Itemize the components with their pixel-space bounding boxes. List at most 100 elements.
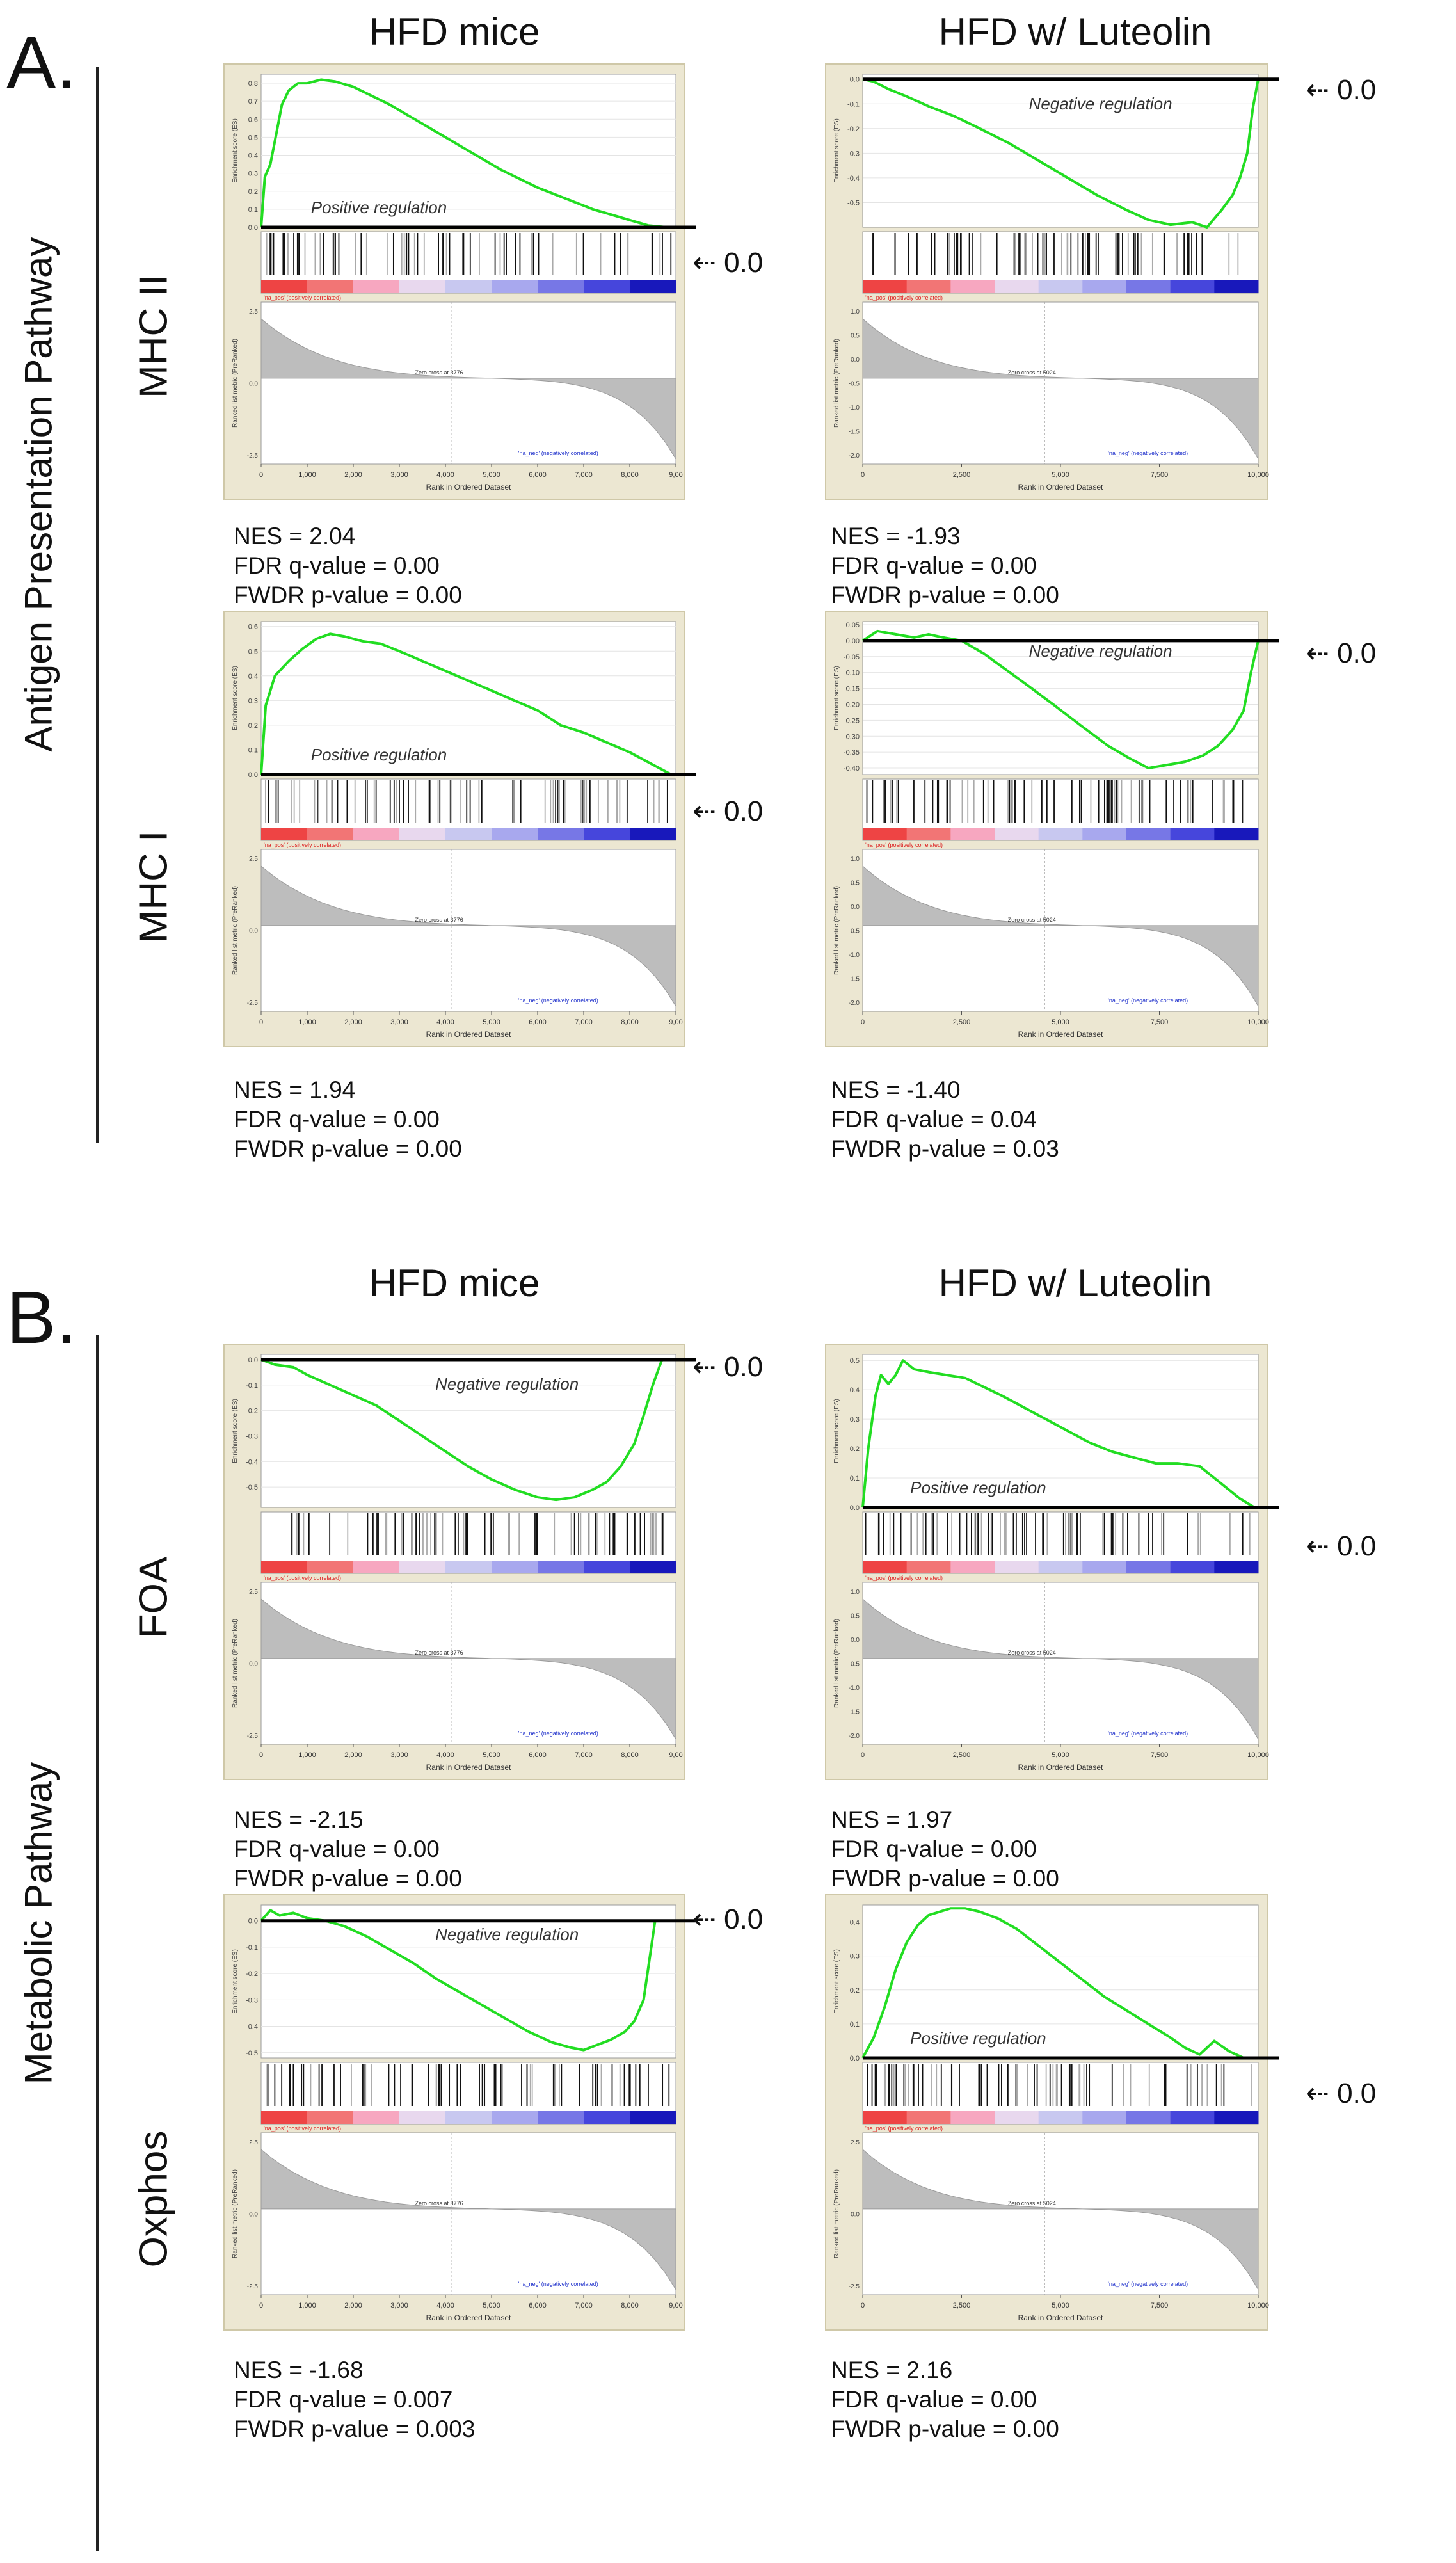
pos-label: 'na_pos' (positively correlated) xyxy=(865,294,943,301)
metric-ytick-label: -2.5 xyxy=(247,453,259,460)
zero-label-1: ⇠ 0.0 xyxy=(1306,74,1377,106)
metric-ytick-label: -1.5 xyxy=(849,429,860,436)
metric-area xyxy=(862,865,1259,1008)
color-bar-segment xyxy=(261,1561,308,1573)
color-bar-segment xyxy=(1082,828,1127,840)
metric-ytick-label: 0.0 xyxy=(851,357,860,364)
metric-ytick-label: 0.5 xyxy=(851,333,860,340)
es-ytick-label: -0.15 xyxy=(844,686,860,693)
es-ylabel: Enrichment score (ES) xyxy=(833,1399,840,1463)
zero-cross-label: Zero cross at 5024 xyxy=(1008,917,1056,923)
zero-cross-label: Zero cross at 5024 xyxy=(1008,369,1056,376)
es-ytick-label: 0.05 xyxy=(846,622,860,629)
zero-cross-label: Zero cross at 3776 xyxy=(415,1650,463,1656)
pos-label: 'na_pos' (positively correlated) xyxy=(264,2125,341,2132)
xtick-label: 2,500 xyxy=(953,471,971,479)
metric-ytick-label: 1.0 xyxy=(851,1589,860,1596)
metric-ytick-label: 2.5 xyxy=(249,309,258,316)
xtick-label: 7,000 xyxy=(575,471,593,479)
xtick-label: 2,500 xyxy=(953,1018,971,1026)
es-ytick-label: -0.1 xyxy=(246,1382,258,1390)
es-ytick-label: 0.2 xyxy=(248,188,258,196)
metric-ylabel: Ranked list metric (PreRanked) xyxy=(833,886,840,975)
xtick-label: 0 xyxy=(861,2302,865,2310)
metric-ytick-label: 1.0 xyxy=(851,309,860,316)
metric-ytick-label: -0.5 xyxy=(849,381,860,388)
pos-label: 'na_pos' (positively correlated) xyxy=(865,2125,943,2132)
es-ytick-label: 0.3 xyxy=(248,170,258,178)
stats-a-lut-mhc-i: NES = -1.40 FDR q-value = 0.04 FWDR p-va… xyxy=(831,1075,1059,1164)
color-bar-segment xyxy=(399,828,446,840)
zero-label-6: ⇠ 0.0 xyxy=(692,1904,764,1935)
xtick-label: 10,000 xyxy=(1247,1751,1269,1759)
neg-label: 'na_neg' (negatively correlated) xyxy=(1108,997,1188,1004)
xtick-label: 7,500 xyxy=(1151,471,1169,479)
neg-label: 'na_neg' (negatively correlated) xyxy=(1108,2281,1188,2287)
color-bar-segment xyxy=(492,2111,538,2124)
color-bar-segment xyxy=(1082,280,1127,293)
es-ytick-label: 0.5 xyxy=(248,134,258,141)
row-label-mhc-ii: MHC II xyxy=(131,275,176,398)
xtick-label: 2,500 xyxy=(953,2302,971,2310)
xtick-label: 5,000 xyxy=(483,2302,500,2310)
nes-value: NES = 2.04 xyxy=(234,523,356,549)
xtick-label: 5,000 xyxy=(483,1018,500,1026)
metric-ytick-label: 2.5 xyxy=(249,1589,258,1596)
xtick-label: 0 xyxy=(259,471,263,479)
zero-cross-label: Zero cross at 3776 xyxy=(415,369,463,376)
es-ylabel: Enrichment score (ES) xyxy=(833,118,840,183)
pos-label: 'na_pos' (positively correlated) xyxy=(264,1575,341,1581)
zero-label-0: ⇠ 0.0 xyxy=(692,247,764,278)
gsea-chart-b-lut-oxphos: 0.4 0.3 0.2 0.1 0.0 Positive regulation Enrich… xyxy=(825,1894,1279,2331)
es-ytick-label: -0.3 xyxy=(246,1997,258,2004)
fdr-value: FDR q-value = 0.04 xyxy=(831,1106,1037,1132)
fwdr-value: FWDR p-value = 0.00 xyxy=(234,1865,462,1892)
regulation-label: Positive regulation xyxy=(910,2029,1046,2048)
es-ytick-label: -0.5 xyxy=(246,1484,258,1491)
es-ytick-label: -0.10 xyxy=(844,670,860,677)
es-ytick-label: 0.0 xyxy=(248,1356,258,1364)
color-bar-segment xyxy=(492,280,538,293)
es-ytick-label: 0.2 xyxy=(850,1445,860,1453)
es-ylabel: Enrichment score (ES) xyxy=(232,118,239,183)
es-ytick-label: 0.3 xyxy=(850,1953,860,1961)
xtick-label: 2,000 xyxy=(344,471,362,479)
metric-area xyxy=(862,1598,1259,1740)
color-bar-segment xyxy=(1170,280,1215,293)
es-ytick-label: 0.3 xyxy=(850,1416,860,1424)
color-bar-segment xyxy=(906,828,951,840)
es-ytick-label: 0.0 xyxy=(248,771,258,779)
xtick-label: 0 xyxy=(861,1751,865,1759)
metric-ylabel: Ranked list metric (PreRanked) xyxy=(232,1619,239,1708)
xtick-label: 7,000 xyxy=(575,1018,593,1026)
es-ytick-label: 0.1 xyxy=(248,746,258,754)
color-bar-segment xyxy=(261,2111,308,2124)
x-axis-label: Rank in Ordered Dataset xyxy=(426,483,511,492)
metric-area xyxy=(260,2148,676,2291)
color-bar-segment xyxy=(1038,828,1083,840)
zero-label-5: ⇠ 0.0 xyxy=(1306,1531,1377,1562)
color-bar-segment xyxy=(950,280,995,293)
xtick-label: 10,000 xyxy=(1247,1018,1269,1026)
metric-ylabel: Ranked list metric (PreRanked) xyxy=(833,1619,840,1708)
es-ytick-label: -0.25 xyxy=(844,717,860,725)
color-bar-segment xyxy=(445,2111,492,2124)
color-bar-segment xyxy=(950,828,995,840)
xtick-label: 0 xyxy=(861,471,865,479)
es-ytick-label: 0.4 xyxy=(248,152,258,160)
xtick-label: 1,000 xyxy=(298,471,316,479)
metric-area xyxy=(260,1598,676,1740)
regulation-label: Positive regulation xyxy=(311,745,447,764)
es-ytick-label: 0.2 xyxy=(248,722,258,730)
color-bar-segment xyxy=(307,2111,354,2124)
es-ytick-label: 0.4 xyxy=(850,1386,860,1394)
color-bar-segment xyxy=(307,280,354,293)
color-bar-segment xyxy=(584,2111,630,2124)
x-axis-label: Rank in Ordered Dataset xyxy=(426,1763,511,1772)
color-bar-segment xyxy=(630,280,676,293)
es-panel xyxy=(862,621,1259,775)
stats-b-hfd-foa: NES = -2.15 FDR q-value = 0.00 FWDR p-va… xyxy=(234,1805,462,1893)
color-bar-segment xyxy=(1170,1561,1215,1573)
row-label-oxphos: Oxphos xyxy=(131,2130,176,2268)
es-panel xyxy=(862,74,1259,228)
